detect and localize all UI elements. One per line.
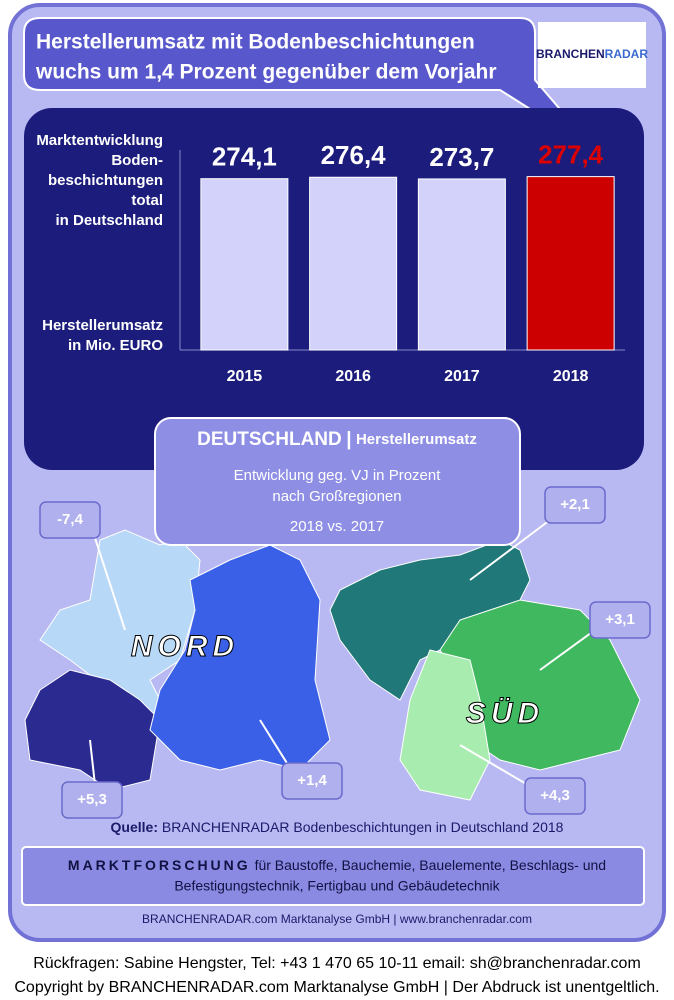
chart-label: total bbox=[131, 192, 163, 209]
x-tick-label: 2018 bbox=[553, 368, 589, 385]
region-value: +2,1 bbox=[560, 496, 590, 513]
region-label: +4,3 bbox=[524, 777, 586, 815]
bar bbox=[526, 176, 615, 351]
chart-label: in Deutschland bbox=[55, 212, 163, 229]
value-label: 277,4 bbox=[538, 140, 604, 170]
banner bbox=[21, 846, 645, 906]
region-value: -7,4 bbox=[57, 511, 84, 528]
company: BRANCHENRADAR.com Marktanalyse GmbH | ww… bbox=[142, 912, 532, 926]
bar bbox=[417, 178, 506, 351]
unit-label: Herstellerumsatz bbox=[42, 317, 163, 334]
value-label: 276,4 bbox=[321, 140, 387, 170]
pointer bbox=[469, 519, 551, 581]
region-ost bbox=[149, 544, 331, 771]
title-line: wuchs um 1,4 Prozent gegenüber dem Vorja… bbox=[35, 61, 497, 84]
chart-label: Marktentwicklung bbox=[36, 132, 163, 149]
info-title: DEUTSCHLAND | Herstellerumsatz bbox=[197, 429, 477, 450]
logo: BRANCHENRADAR bbox=[536, 47, 648, 61]
pointer bbox=[259, 719, 291, 769]
footer-line: Copyright by BRANCHENRADAR.com Marktanal… bbox=[14, 979, 659, 996]
info-line: Entwicklung geg. VJ in Prozent bbox=[234, 467, 442, 484]
pointer bbox=[94, 537, 126, 631]
header-bubble bbox=[23, 17, 596, 151]
region-label: +3,1 bbox=[589, 601, 651, 639]
footer-line: Rückfragen: Sabine Hengster, Tel: +43 1 … bbox=[33, 955, 641, 972]
value-label: 274,1 bbox=[212, 142, 277, 172]
info-line: nach Großregionen bbox=[272, 488, 401, 505]
sued-label: SÜD bbox=[466, 697, 544, 730]
region-nrw bbox=[24, 669, 161, 791]
source: Quelle: BRANCHENRADAR Bodenbeschichtunge… bbox=[111, 819, 564, 835]
info-box bbox=[154, 417, 521, 546]
bar bbox=[200, 178, 289, 351]
pointer bbox=[459, 744, 529, 786]
region-bw bbox=[399, 649, 491, 801]
nord-label: NORD bbox=[131, 630, 239, 663]
region-label: +1,4 bbox=[281, 762, 343, 800]
region-label: +5,3 bbox=[61, 781, 123, 819]
region-label: +2,1 bbox=[544, 486, 606, 524]
x-tick-label: 2016 bbox=[335, 368, 371, 385]
bar-chart: Marktentwicklung Boden- beschichtungen t… bbox=[36, 132, 625, 385]
value-label: 273,7 bbox=[429, 142, 494, 172]
region-label: -7,4 bbox=[39, 501, 101, 539]
pointer bbox=[89, 739, 96, 786]
logo-box bbox=[538, 22, 646, 88]
banner-line: MARKTFORSCHUNG für Baustoffe, Bauchemie,… bbox=[68, 857, 606, 873]
info-line: 2018 vs. 2017 bbox=[290, 518, 384, 535]
chart-label: Boden- bbox=[111, 152, 163, 169]
x-tick-label: 2017 bbox=[444, 368, 480, 385]
region-value: +1,4 bbox=[297, 772, 327, 789]
x-tick-label: 2015 bbox=[227, 368, 263, 385]
region-value: +5,3 bbox=[77, 791, 107, 808]
chart-label: beschichtungen bbox=[48, 172, 163, 189]
map: NORD SÜD -7,4 +2,1 +3,1 +5,3 +1,4 +4,3 bbox=[24, 486, 651, 819]
region-value: +3,1 bbox=[605, 611, 635, 628]
unit-label: in Mio. EURO bbox=[68, 337, 163, 354]
region-value: +4,3 bbox=[540, 787, 570, 804]
banner-line: Befestigungstechnik, Fertigbau und Gebäu… bbox=[174, 878, 500, 894]
pointer bbox=[539, 629, 596, 671]
title-line: Herstellerumsatz mit Bodenbeschichtungen bbox=[36, 31, 475, 54]
bar bbox=[309, 176, 398, 351]
